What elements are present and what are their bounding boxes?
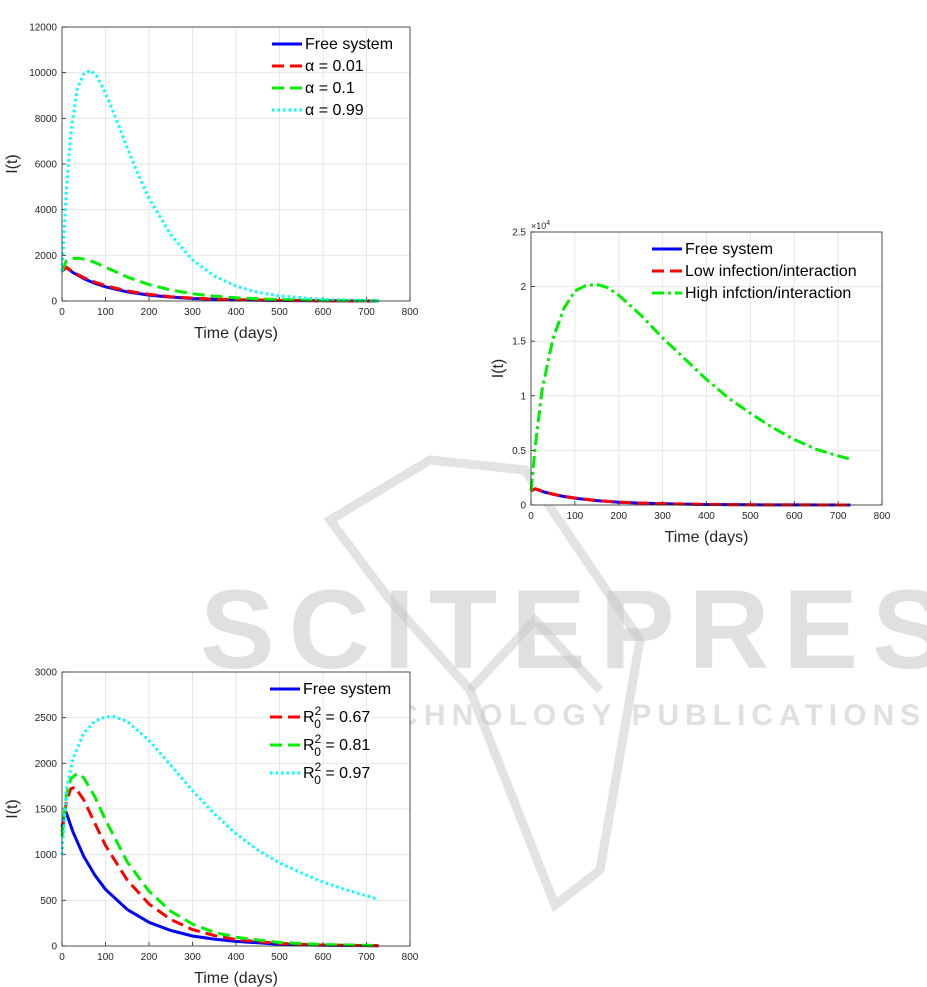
y-axis-label: I(t) (490, 359, 507, 379)
y-tick-label: 0 (51, 942, 57, 953)
watermark-emblem (323, 455, 645, 913)
x-tick-label: 300 (654, 511, 671, 522)
y-tick-label: 1 (520, 391, 526, 402)
x-tick-label: 0 (59, 307, 65, 318)
y-tick-label: 1.5 (512, 337, 526, 348)
y-tick-label: 10000 (29, 68, 57, 79)
series-line-2 (60, 256, 379, 303)
y-tick-label: 0 (520, 501, 526, 512)
y-tick-label: 2 (520, 282, 526, 293)
y-tick-label: 0 (51, 297, 57, 308)
x-tick-label: 400 (228, 307, 245, 318)
x-axis-label: Time (days) (194, 970, 278, 987)
x-tick-label: 400 (698, 511, 715, 522)
legend-value: = 0.67 (321, 709, 370, 726)
x-tick-label: 500 (271, 307, 288, 318)
x-tick-label: 500 (271, 952, 288, 963)
series-line-0 (60, 811, 379, 948)
x-tick-label: 200 (610, 511, 627, 522)
legend-label-0: Free system (305, 36, 393, 53)
series-line-2 (529, 282, 851, 491)
chart-infection: 0 100 200 300 400 500 600 700 800 0 0.5 1 1.5 2 2.5 ×10… (490, 220, 891, 546)
y-exponent-base: ×10 (531, 221, 546, 231)
y-exponent-power: 4 (546, 220, 550, 227)
y-tick-label: 8000 (35, 114, 58, 125)
legend-label-3: α = 0.99 (305, 102, 364, 119)
y-axis-label: I(t) (4, 799, 21, 819)
y-tick-label: 1000 (35, 850, 58, 861)
legend-symbol: R (303, 737, 315, 754)
x-tick-label: 100 (97, 952, 114, 963)
y-tick-label: 3000 (35, 668, 58, 679)
y-tick-label: 2000 (35, 759, 58, 770)
legend-subscript: 0 (314, 717, 321, 731)
legend-label-1: R2 0 = 0.67 (303, 704, 370, 731)
y-exponent-label: ×104 (531, 220, 550, 231)
y-axis-label: I(t) (4, 154, 21, 174)
y-tick-label: 12000 (29, 23, 57, 34)
x-tick-label: 800 (874, 511, 891, 522)
y-tick-label: 0.5 (512, 446, 526, 457)
legend-value: = 0.81 (321, 737, 370, 754)
legend-label-1: α = 0.01 (305, 58, 364, 75)
x-tick-label: 400 (228, 952, 245, 963)
legend-superscript: 2 (315, 704, 322, 718)
legend-value: = 0.97 (321, 765, 370, 782)
series-line-3 (60, 68, 379, 303)
chart-alpha: 0 100 200 300 400 500 600 700 800020004000600080… (4, 23, 419, 343)
x-tick-label: 700 (830, 511, 847, 522)
y-tick-label: 6000 (35, 160, 58, 171)
y-tick-label: 2000 (35, 251, 58, 262)
x-tick-label: 600 (315, 307, 332, 318)
legend-subscript: 0 (314, 773, 321, 787)
legend-label-0: Free system (303, 681, 391, 698)
series-line-1 (60, 785, 379, 948)
x-tick-label: 700 (358, 307, 375, 318)
legend-label-2: High infction/interaction (685, 285, 851, 302)
x-axis-label: Time (days) (665, 529, 749, 546)
y-tick-label: 4000 (35, 205, 58, 216)
axes-box (530, 231, 883, 506)
series-line-1 (60, 265, 379, 303)
x-tick-label: 100 (97, 307, 114, 318)
x-tick-label: 600 (315, 952, 332, 963)
x-tick-label: 100 (567, 511, 584, 522)
axes-box (61, 26, 411, 302)
series-line-3 (60, 715, 380, 901)
y-tick-label: 1500 (35, 805, 58, 816)
legend-symbol: R (303, 709, 315, 726)
axes-box (61, 671, 411, 947)
x-tick-label: 200 (141, 307, 158, 318)
legend-superscript: 2 (315, 760, 322, 774)
legend-label-2: R2 0 = 0.81 (303, 732, 370, 759)
x-tick-label: 300 (184, 307, 201, 318)
x-tick-label: 500 (742, 511, 759, 522)
x-tick-label: 300 (184, 952, 201, 963)
y-tick-label: 500 (40, 896, 57, 907)
legend-subscript: 0 (314, 745, 321, 759)
legend-label-2: α = 0.1 (305, 80, 355, 97)
x-tick-label: 600 (786, 511, 803, 522)
series-line-1 (530, 487, 851, 507)
chart-r0: 0 100 200 300 400 500 600 700 800050010001500200… (4, 668, 419, 987)
x-tick-label: 800 (402, 307, 419, 318)
legend-superscript: 2 (315, 732, 322, 746)
legend-label-0: Free system (685, 241, 773, 258)
x-tick-label: 700 (358, 952, 375, 963)
series-line-2 (60, 771, 379, 947)
y-tick-label: 2.5 (512, 228, 526, 239)
x-tick-label: 800 (402, 952, 419, 963)
x-tick-label: 0 (59, 952, 65, 963)
legend-label-3: R2 0 = 0.97 (303, 760, 370, 787)
y-tick-label: 2500 (35, 713, 58, 724)
x-tick-label: 200 (141, 952, 158, 963)
x-axis-label: Time (days) (194, 325, 278, 342)
legend-label-1: Low infection/interaction (685, 263, 857, 280)
legend-symbol: R (303, 765, 315, 782)
x-tick-label: 0 (528, 511, 534, 522)
